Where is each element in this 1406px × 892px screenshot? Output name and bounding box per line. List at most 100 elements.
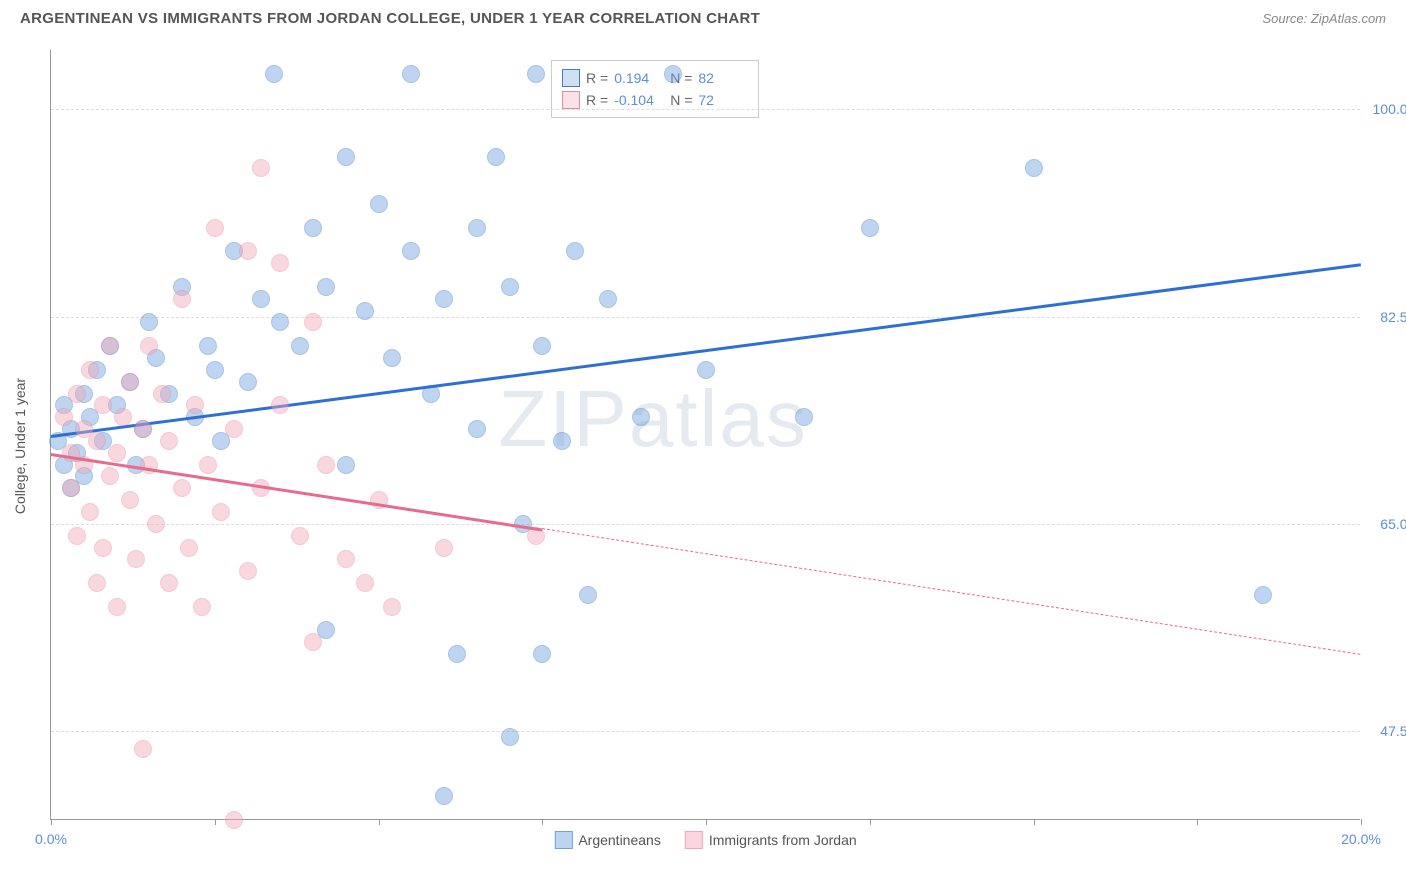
scatter-point (252, 159, 270, 177)
scatter-point (94, 539, 112, 557)
n-label: N = (670, 92, 692, 108)
scatter-point (579, 586, 597, 604)
scatter-point (356, 574, 374, 592)
scatter-point (291, 337, 309, 355)
scatter-point (55, 408, 73, 426)
scatter-point (468, 219, 486, 237)
x-tick (542, 819, 543, 825)
r-label: R = (586, 70, 608, 86)
scatter-point (199, 337, 217, 355)
scatter-point (317, 456, 335, 474)
scatter-point (114, 408, 132, 426)
legend-swatch (685, 831, 703, 849)
scatter-point (501, 728, 519, 746)
scatter-point (140, 337, 158, 355)
scatter-point (239, 562, 257, 580)
n-value: 82 (698, 70, 748, 86)
scatter-point (304, 313, 322, 331)
scatter-point (121, 491, 139, 509)
scatter-point (271, 313, 289, 331)
x-tick (870, 819, 871, 825)
chart-title: ARGENTINEAN VS IMMIGRANTS FROM JORDAN CO… (20, 10, 760, 27)
scatter-point (861, 219, 879, 237)
scatter-point (271, 396, 289, 414)
x-tick (215, 819, 216, 825)
scatter-point (337, 456, 355, 474)
legend-label: Argentineans (578, 832, 661, 848)
scatter-point (435, 787, 453, 805)
scatter-point (180, 539, 198, 557)
scatter-point (212, 503, 230, 521)
scatter-point (94, 396, 112, 414)
scatter-point (127, 550, 145, 568)
trend-line (542, 528, 1361, 655)
scatter-point (435, 290, 453, 308)
scatter-point (501, 278, 519, 296)
gridline (51, 731, 1360, 732)
scatter-point (664, 65, 682, 83)
x-tick (51, 819, 52, 825)
scatter-point (153, 385, 171, 403)
x-tick-label: 0.0% (35, 831, 67, 847)
y-tick-label: 65.0% (1380, 516, 1406, 532)
scatter-point (487, 148, 505, 166)
scatter-point (533, 645, 551, 663)
scatter-point (101, 337, 119, 355)
scatter-point (186, 396, 204, 414)
x-tick (379, 819, 380, 825)
scatter-point (206, 219, 224, 237)
legend-swatch (554, 831, 572, 849)
scatter-point (468, 420, 486, 438)
scatter-point (356, 302, 374, 320)
watermark-text: ZIPatlas (498, 373, 807, 465)
legend-item: Argentineans (554, 831, 661, 849)
series-legend: Argentineans Immigrants from Jordan (554, 831, 856, 849)
legend-item: Immigrants from Jordan (685, 831, 857, 849)
scatter-point (566, 242, 584, 260)
scatter-chart: ZIPatlas R =0.194N =82R =-0.104N =72 Arg… (50, 50, 1360, 820)
gridline (51, 524, 1360, 525)
r-value: 0.194 (614, 70, 664, 86)
scatter-point (271, 254, 289, 272)
scatter-point (225, 811, 243, 829)
legend-swatch (562, 69, 580, 87)
y-tick-label: 82.5% (1380, 309, 1406, 325)
scatter-point (533, 337, 551, 355)
scatter-point (402, 65, 420, 83)
gridline (51, 109, 1360, 110)
scatter-point (160, 574, 178, 592)
scatter-point (173, 290, 191, 308)
scatter-point (88, 432, 106, 450)
legend-row: R =-0.104N =72 (562, 89, 748, 111)
scatter-point (225, 420, 243, 438)
scatter-point (317, 278, 335, 296)
scatter-point (206, 361, 224, 379)
x-tick-label: 20.0% (1341, 831, 1381, 847)
scatter-point (795, 408, 813, 426)
scatter-point (68, 385, 86, 403)
scatter-point (337, 550, 355, 568)
trend-line (51, 263, 1361, 437)
scatter-point (101, 467, 119, 485)
scatter-point (527, 65, 545, 83)
scatter-point (147, 515, 165, 533)
scatter-point (632, 408, 650, 426)
scatter-point (252, 290, 270, 308)
x-tick (1361, 819, 1362, 825)
scatter-point (81, 361, 99, 379)
scatter-point (448, 645, 466, 663)
scatter-point (88, 574, 106, 592)
scatter-point (160, 432, 178, 450)
scatter-point (199, 456, 217, 474)
y-tick-label: 100.0% (1373, 101, 1406, 117)
x-tick (1034, 819, 1035, 825)
scatter-point (383, 349, 401, 367)
scatter-point (402, 242, 420, 260)
scatter-point (1254, 586, 1272, 604)
legend-row: R =0.194N =82 (562, 67, 748, 89)
scatter-point (134, 420, 152, 438)
x-tick (706, 819, 707, 825)
scatter-point (304, 633, 322, 651)
scatter-point (81, 503, 99, 521)
scatter-point (370, 195, 388, 213)
